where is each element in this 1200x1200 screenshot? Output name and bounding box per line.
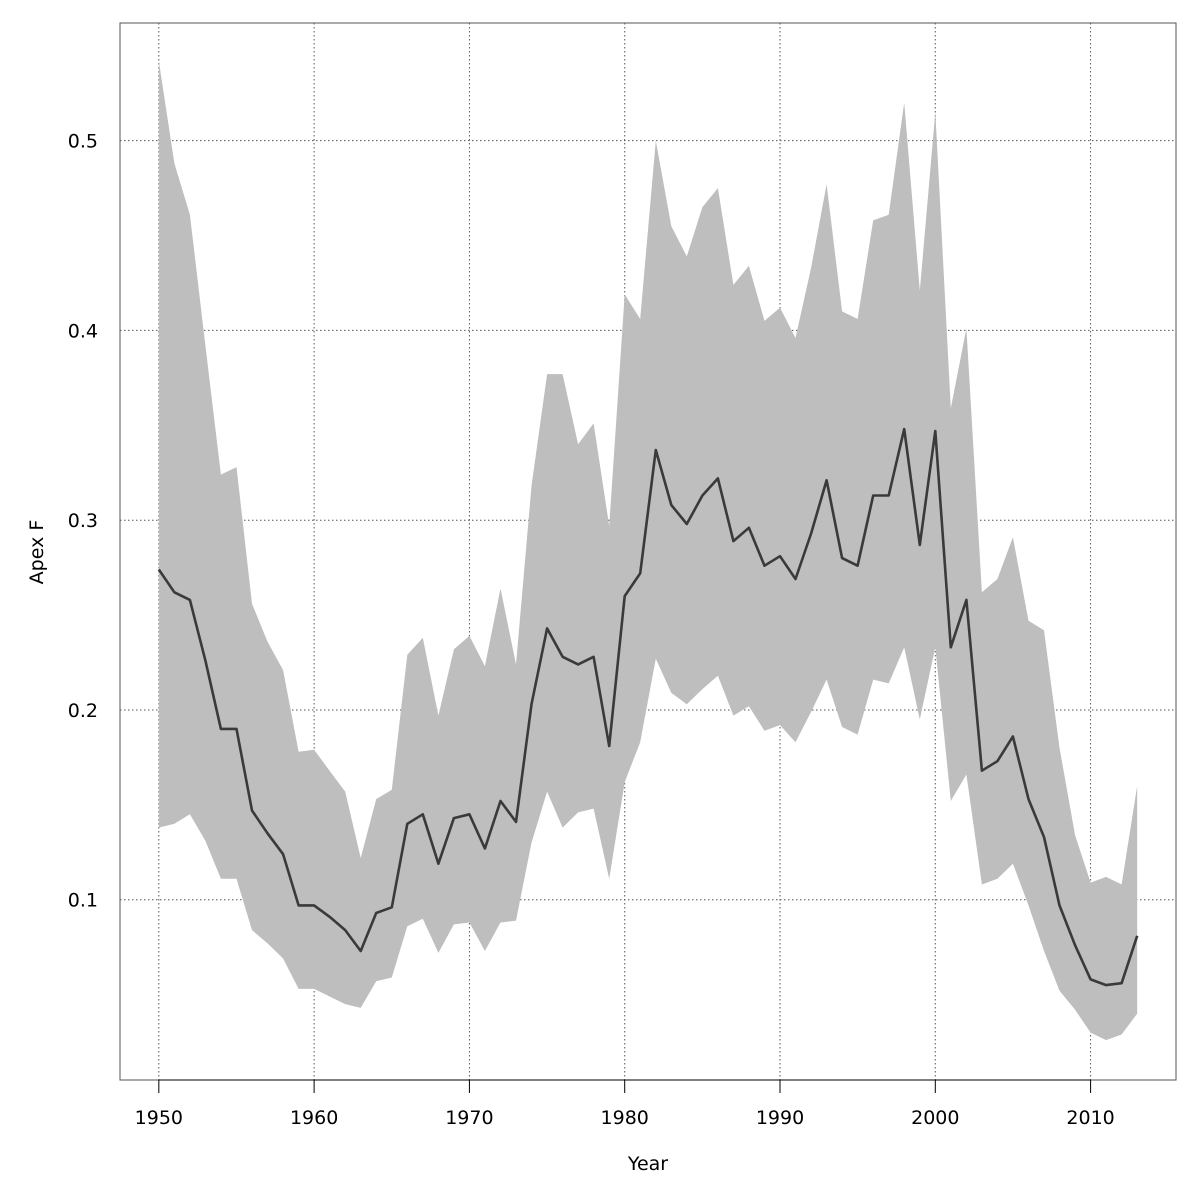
x-tick-label: 1950 (135, 1107, 183, 1129)
x-tick-label: 1960 (290, 1107, 338, 1129)
x-tick-label: 1970 (445, 1107, 493, 1129)
y-tick-label: 0.3 (68, 510, 98, 532)
y-tick-label: 0.4 (68, 320, 98, 342)
y-tick-label: 0.1 (68, 890, 98, 912)
x-tick-label: 2000 (911, 1107, 959, 1129)
confidence-band (158, 61, 1138, 1041)
y-tick-label: 0.5 (68, 131, 98, 153)
x-tick-label: 2010 (1066, 1107, 1114, 1129)
x-tick-label: 1990 (756, 1107, 804, 1129)
y-tick-label: 0.2 (68, 700, 98, 722)
y-axis-title: Apex F (26, 520, 48, 585)
y-axis: 0.1 0.2 0.3 0.4 0.5 (68, 131, 98, 912)
x-tick-label: 1980 (601, 1107, 649, 1129)
x-axis: 1950 1960 1970 1980 1990 2000 2010 (135, 1079, 1115, 1129)
series-line (157, 427, 1139, 987)
x-axis-title: Year (627, 1153, 668, 1175)
